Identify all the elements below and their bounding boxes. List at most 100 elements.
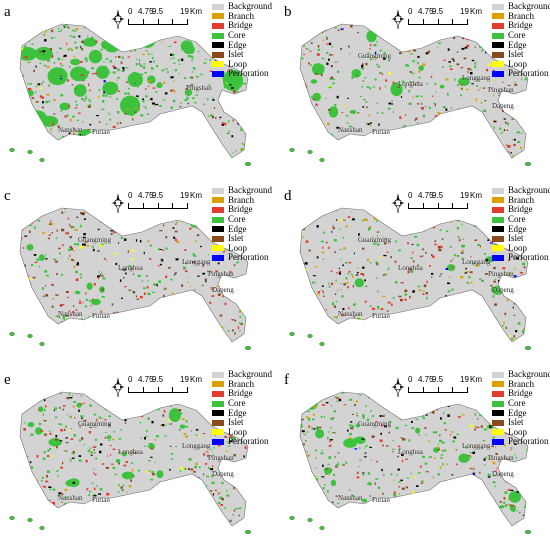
core-pixel	[22, 494, 24, 496]
loop-pixel	[27, 146, 31, 149]
core-pixel	[517, 322, 521, 325]
core-pixel	[49, 447, 52, 451]
core-pixel	[177, 154, 180, 156]
core-pixel	[201, 284, 204, 287]
islet-pixel	[301, 418, 304, 421]
islet-pixel	[495, 453, 498, 455]
core-pixel	[231, 464, 233, 467]
core-pixel	[242, 162, 243, 164]
scale-tick-label: 0	[408, 7, 413, 16]
core-pixel	[461, 491, 465, 494]
core-pixel	[341, 392, 345, 394]
edge-pixel	[69, 397, 73, 399]
core-pixel	[137, 274, 141, 277]
bridge-pixel	[341, 314, 343, 317]
edge-pixel	[425, 414, 428, 416]
edge-pixel	[467, 109, 470, 111]
bridge-pixel	[339, 146, 341, 148]
edge-pixel	[39, 148, 43, 151]
bridge-pixel	[84, 241, 88, 243]
core-pixel	[443, 422, 446, 425]
perforation-pixel	[354, 448, 358, 450]
core-pixel	[477, 402, 480, 406]
islet-pixel	[328, 109, 331, 111]
loop-pixel	[221, 162, 222, 164]
core-pixel	[442, 106, 446, 109]
core-pixel	[457, 83, 459, 87]
bridge-pixel	[329, 440, 331, 443]
branch-pixel	[473, 313, 476, 315]
core-pixel	[128, 102, 131, 105]
core-pixel	[181, 48, 184, 51]
core-pixel	[517, 141, 521, 144]
legend-item: Branch	[492, 195, 550, 206]
bridge-pixel	[186, 135, 190, 138]
core-patch	[26, 244, 34, 251]
legend-swatch	[212, 390, 224, 397]
islet-pixel	[507, 84, 511, 86]
islet-pixel	[91, 298, 94, 301]
core-pixel	[31, 206, 33, 207]
core-pixel	[208, 511, 210, 514]
bridge-pixel	[401, 459, 404, 463]
bridge-pixel	[55, 330, 58, 333]
bridge-pixel	[426, 401, 429, 403]
islet-pixel	[326, 521, 328, 523]
edge-pixel	[195, 429, 199, 431]
loop-pixel	[31, 24, 34, 25]
land-use-map	[9, 391, 252, 534]
core-pixel	[158, 144, 160, 147]
legend-label: Islet	[228, 417, 244, 428]
bridge-pixel	[330, 282, 334, 286]
edge-pixel	[412, 290, 415, 293]
branch-pixel	[154, 438, 157, 441]
islet-pixel	[456, 520, 459, 523]
islet-pixel	[489, 40, 491, 43]
branch-pixel	[333, 316, 337, 318]
core-pixel	[26, 393, 29, 396]
core-pixel	[101, 108, 104, 110]
core-pixel	[133, 513, 136, 516]
core-pixel	[137, 152, 141, 156]
core-pixel	[132, 108, 134, 111]
core-pixel	[189, 153, 192, 156]
map-panel-a: Nanshan Futian Pingshan a 0 4.75 9.5 19 Km Backgr…	[0, 0, 272, 178]
edge-pixel	[420, 525, 424, 526]
islet-pixel	[523, 297, 527, 301]
core-pixel	[184, 467, 187, 471]
bridge-pixel	[507, 145, 511, 147]
bridge-pixel	[151, 447, 154, 450]
islet-pixel	[425, 35, 428, 37]
core-pixel	[304, 33, 306, 36]
branch-pixel	[302, 275, 305, 278]
offshore-island	[319, 525, 325, 530]
branch-pixel	[387, 160, 390, 162]
branch-pixel	[185, 435, 188, 438]
core-pixel	[138, 513, 141, 515]
legend-swatch	[492, 216, 504, 223]
edge-pixel	[92, 248, 95, 252]
edge-pixel	[123, 277, 125, 279]
edge-pixel	[47, 450, 49, 452]
core-pixel	[498, 517, 502, 519]
edge-pixel	[26, 324, 28, 326]
islet-pixel	[136, 328, 139, 331]
bridge-pixel	[83, 402, 85, 404]
core-pixel	[457, 255, 460, 257]
bridge-pixel	[303, 53, 305, 56]
core-pixel	[326, 490, 329, 493]
legend-item: Loop	[212, 427, 272, 438]
core-pixel	[328, 431, 330, 433]
legend-swatch	[212, 13, 224, 20]
edge-pixel	[435, 321, 437, 324]
core-pixel	[128, 265, 131, 267]
core-pixel	[447, 290, 451, 293]
islet-pixel	[406, 145, 409, 148]
legend-item: Islet	[492, 50, 550, 60]
bridge-pixel	[506, 249, 509, 251]
core-pixel	[232, 152, 234, 154]
core-pixel	[405, 64, 409, 67]
core-pixel	[144, 445, 146, 447]
islet-pixel	[178, 409, 182, 412]
core-pixel	[241, 83, 244, 85]
